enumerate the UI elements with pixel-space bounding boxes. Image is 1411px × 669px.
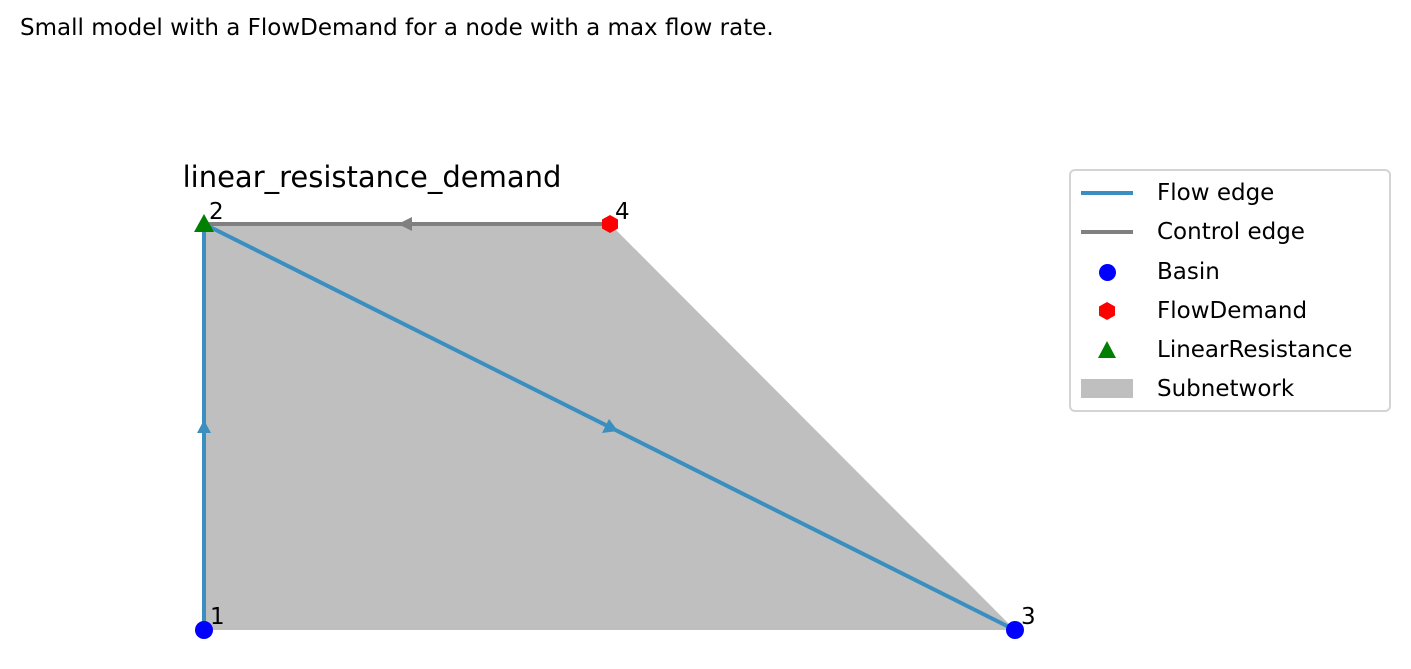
legend-item-basin: Basin	[1071, 257, 1220, 287]
legend-label: FlowDemand	[1157, 298, 1308, 324]
linear-resistance-node-2[interactable]	[194, 214, 214, 232]
linear-resistance-triangle-icon	[1081, 335, 1133, 365]
node-label-3: 3	[1021, 604, 1036, 630]
legend-label: Flow edge	[1157, 180, 1275, 206]
legend-label: Control edge	[1157, 219, 1305, 245]
flow-edge-arrow-icon	[197, 420, 211, 433]
basin-node-3[interactable]	[1006, 621, 1024, 639]
flow-edge-arrow-icon	[602, 419, 618, 433]
flow-edge-line-icon	[1081, 178, 1133, 208]
node-label-4: 4	[615, 199, 630, 225]
legend-item-linear-resistance: LinearResistance	[1071, 335, 1352, 365]
legend-item-subnetwork: Subnetwork	[1071, 374, 1294, 404]
legend: Flow edge Control edge Basin FlowDemand …	[1069, 169, 1391, 412]
legend-label: Basin	[1157, 259, 1220, 285]
subnetwork-rect-icon	[1081, 374, 1133, 404]
flow-demand-hexagon-icon	[1081, 296, 1133, 326]
control-edge-arrow-icon	[398, 217, 412, 231]
legend-label: Subnetwork	[1157, 376, 1295, 402]
basin-circle-icon	[1081, 257, 1133, 287]
flow-demand-node-4[interactable]	[602, 215, 618, 233]
subnetwork-title: linear_resistance_demand	[183, 160, 562, 194]
legend-item-control-edge: Control edge	[1071, 217, 1305, 247]
node-label-2: 2	[209, 199, 224, 225]
legend-label: LinearResistance	[1157, 337, 1353, 363]
node-label-1: 1	[210, 604, 225, 630]
legend-item-flow-demand: FlowDemand	[1071, 296, 1307, 326]
control-edge-line-icon	[1081, 217, 1133, 247]
basin-node-1[interactable]	[195, 621, 213, 639]
figure-caption: Small model with a FlowDemand for a node…	[20, 15, 774, 41]
legend-item-flow-edge: Flow edge	[1071, 178, 1274, 208]
